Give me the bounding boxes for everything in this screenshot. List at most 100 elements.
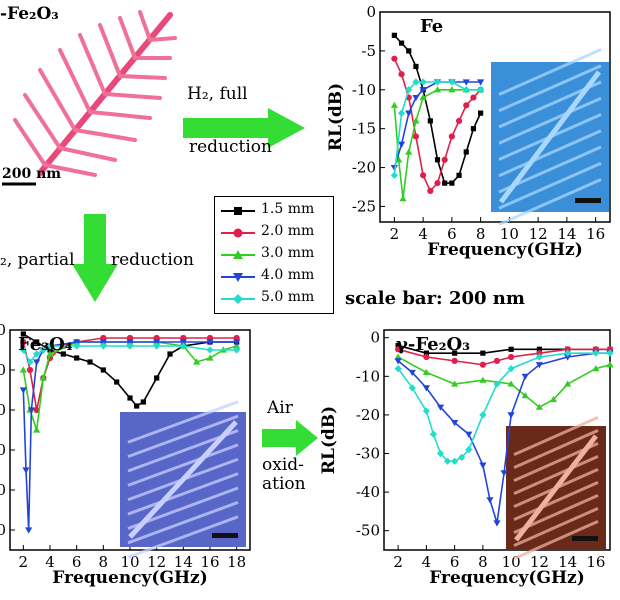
data-point bbox=[399, 195, 407, 202]
data-point bbox=[26, 358, 34, 366]
gamma-fe2o3-sem-inset bbox=[506, 416, 606, 560]
data-point bbox=[394, 353, 402, 360]
chart-title: Fe bbox=[420, 16, 443, 37]
fern-dendrite-picture bbox=[0, 0, 185, 190]
data-point bbox=[412, 117, 420, 124]
x-tick-label: 18 bbox=[227, 553, 246, 571]
y-tick-label: -50 bbox=[356, 522, 380, 540]
y-axis-label: RL(dB) bbox=[319, 406, 339, 474]
data-point bbox=[458, 453, 466, 461]
legend-markers bbox=[221, 207, 255, 304]
data-point bbox=[564, 349, 572, 357]
y-tick-label: 0 bbox=[366, 3, 376, 21]
y-tick-label: -10 bbox=[352, 81, 376, 99]
arrow-right-icon bbox=[183, 108, 305, 148]
data-point bbox=[535, 403, 543, 410]
y-tick-label: 0 bbox=[0, 361, 6, 379]
data-point bbox=[114, 379, 120, 385]
data-point bbox=[606, 361, 614, 368]
x-tick-label: 4 bbox=[422, 553, 432, 571]
data-point bbox=[206, 354, 214, 361]
x-tick-label: 2 bbox=[393, 553, 403, 571]
data-point bbox=[397, 141, 406, 148]
data-point bbox=[100, 367, 106, 373]
chart-fe3o4: 2 4 6 8 10 12 14 16 18 0 0 0 0 0 0 Fe₃O₄ Frequency(GHz) bbox=[0, 321, 251, 588]
data-point bbox=[507, 412, 515, 419]
data-point bbox=[462, 79, 470, 86]
data-point bbox=[391, 55, 398, 62]
x-tick-label: 4 bbox=[418, 225, 428, 243]
x-tick-label: 4 bbox=[45, 553, 55, 571]
data-point bbox=[463, 102, 470, 109]
data-point bbox=[462, 86, 470, 94]
y-tick-label: -30 bbox=[356, 445, 380, 463]
data-point bbox=[463, 149, 469, 155]
data-point bbox=[47, 347, 53, 353]
hematite-scale-label: 200 nm bbox=[2, 166, 62, 182]
legend-marker-5 bbox=[233, 294, 243, 304]
data-point bbox=[179, 342, 187, 350]
x-tick-label: 8 bbox=[478, 553, 488, 571]
data-point bbox=[535, 362, 543, 369]
data-point bbox=[536, 346, 542, 352]
x-tick-label: 16 bbox=[200, 553, 219, 571]
data-point bbox=[465, 431, 473, 438]
y-tick-label: -15 bbox=[352, 120, 376, 138]
data-point bbox=[478, 110, 484, 116]
data-point bbox=[477, 86, 485, 94]
data-point bbox=[39, 346, 47, 354]
data-point bbox=[127, 395, 133, 401]
data-point bbox=[448, 133, 455, 140]
data-point bbox=[455, 117, 463, 124]
data-point bbox=[423, 350, 429, 356]
data-point bbox=[436, 449, 445, 458]
data-point bbox=[456, 172, 462, 178]
data-point bbox=[448, 86, 456, 93]
data-point bbox=[394, 358, 402, 365]
chart-title: γ-Fe₂O₃ bbox=[396, 334, 470, 355]
data-point bbox=[154, 375, 160, 381]
chart-fe: 2 4 6 8 10 12 14 16 0 -5 -10 -15 -20 -25 Fe Frequency(G… bbox=[326, 3, 611, 260]
data-point bbox=[452, 350, 458, 356]
data-point bbox=[592, 349, 600, 357]
data-point bbox=[39, 374, 47, 381]
data-point bbox=[46, 342, 54, 350]
y-tick-label: 0 bbox=[370, 329, 380, 347]
data-point bbox=[406, 48, 412, 54]
data-point bbox=[451, 457, 459, 465]
x-tick-label: 16 bbox=[586, 553, 605, 571]
data-point bbox=[448, 78, 456, 86]
data-point bbox=[60, 351, 66, 357]
data-point bbox=[451, 357, 458, 364]
x-axis-label: Frequency(GHz) bbox=[429, 568, 585, 588]
arrow-oxidation-line2: oxid- bbox=[262, 455, 304, 475]
data-point bbox=[33, 350, 41, 358]
data-point bbox=[391, 32, 397, 38]
data-point bbox=[419, 93, 427, 101]
data-point bbox=[508, 353, 515, 361]
data-point bbox=[167, 351, 173, 357]
data-point bbox=[22, 467, 30, 474]
y-tick-label: -20 bbox=[352, 159, 376, 177]
data-point bbox=[479, 361, 486, 368]
y-tick-label: 0 bbox=[0, 521, 6, 539]
y-tick-label: -5 bbox=[361, 42, 376, 60]
x-tick-label: 10 bbox=[120, 553, 139, 571]
y-axis-label: RL(dB) bbox=[326, 83, 346, 151]
data-point bbox=[423, 353, 430, 361]
data-point bbox=[441, 156, 448, 163]
data-point bbox=[206, 339, 214, 346]
arrow-down-icon bbox=[72, 214, 118, 302]
data-point bbox=[153, 342, 161, 350]
data-point bbox=[19, 387, 27, 394]
y-tick-label: -25 bbox=[352, 197, 376, 215]
legend-marker-4 bbox=[233, 273, 243, 282]
legend-marker-2 bbox=[233, 228, 243, 238]
x-tick-label: 12 bbox=[529, 225, 548, 243]
arrow-down-text-right: reduction bbox=[111, 250, 194, 270]
x-tick-label: 14 bbox=[557, 225, 576, 243]
data-point bbox=[419, 87, 427, 94]
data-point bbox=[493, 380, 501, 388]
data-point bbox=[564, 346, 571, 353]
data-point bbox=[427, 187, 434, 194]
